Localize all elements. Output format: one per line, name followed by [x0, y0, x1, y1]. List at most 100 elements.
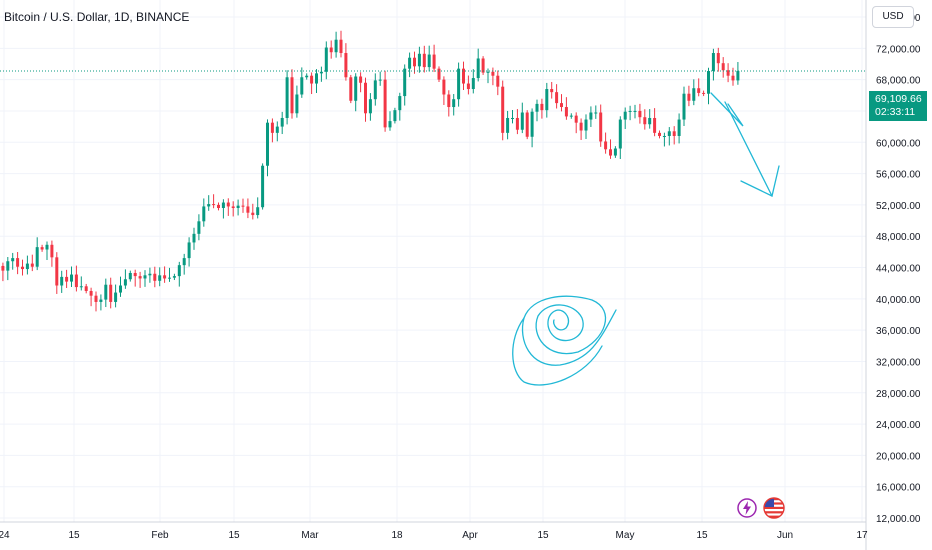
candle	[133, 269, 137, 287]
us-flag-icon[interactable]	[763, 497, 785, 519]
candle	[270, 118, 274, 143]
candle	[70, 266, 73, 287]
candle	[123, 269, 127, 289]
candle	[476, 48, 480, 82]
candle	[535, 99, 539, 122]
candle	[202, 198, 206, 227]
candle	[153, 266, 157, 288]
time-tick-label: 18	[391, 530, 403, 541]
candle	[226, 198, 230, 216]
candle	[579, 118, 583, 140]
price-tick-label: 56,000.00	[876, 170, 921, 181]
candle	[30, 254, 34, 272]
candle	[457, 62, 461, 107]
candle	[623, 107, 627, 130]
candle	[604, 132, 608, 154]
candle	[520, 102, 524, 134]
candle	[339, 30, 343, 58]
candle	[285, 70, 289, 125]
price-tick-label: 16,000.00	[876, 483, 921, 494]
price-tick-label: 36,000.00	[876, 326, 921, 337]
time-tick-label: Apr	[462, 530, 478, 541]
candle	[658, 130, 661, 139]
candle	[711, 48, 715, 81]
candle	[682, 86, 686, 126]
wedge-drawing	[710, 92, 744, 127]
candle	[540, 98, 544, 119]
candle	[1, 262, 5, 282]
price-tick-label: 60,000.00	[876, 138, 921, 149]
candle	[65, 269, 69, 289]
candle	[393, 107, 397, 124]
candle	[560, 94, 563, 112]
candle	[275, 121, 279, 142]
candle	[300, 67, 304, 98]
candle	[89, 287, 93, 307]
currency-button[interactable]: USD	[872, 6, 914, 28]
lightning-icon[interactable]	[737, 498, 757, 518]
candle	[221, 199, 225, 219]
candle	[16, 252, 20, 275]
candle	[324, 41, 328, 80]
candle	[143, 270, 147, 287]
time-tick-label: 24	[0, 530, 10, 541]
candle	[256, 197, 260, 219]
candle	[114, 284, 118, 308]
time-tick-label: Mar	[301, 530, 319, 541]
candle	[334, 31, 338, 58]
chart-title: Bitcoin / U.S. Dollar, 1D, BINANCE	[4, 10, 190, 24]
candle	[462, 61, 465, 90]
candle	[128, 270, 132, 282]
price-tick-label: 40,000.00	[876, 295, 921, 306]
candle	[672, 126, 676, 145]
candle	[662, 132, 666, 147]
candle	[452, 94, 456, 116]
candle	[84, 283, 88, 294]
candle	[315, 69, 318, 94]
candle	[628, 105, 632, 121]
candle	[427, 45, 431, 72]
candle	[506, 110, 510, 140]
candle	[584, 114, 588, 139]
price-tick-label: 32,000.00	[876, 357, 921, 368]
candle	[290, 69, 294, 119]
candle	[599, 104, 603, 147]
candle	[119, 276, 122, 297]
candle	[104, 278, 108, 308]
candle	[388, 111, 392, 131]
candle	[697, 78, 701, 97]
candle	[736, 62, 740, 85]
candle	[192, 227, 196, 250]
time-tick-label: 15	[537, 530, 549, 541]
time-tick-label: 15	[696, 530, 708, 541]
candle	[432, 44, 436, 73]
candle	[295, 85, 299, 118]
forecast-arrow-line	[724, 101, 773, 197]
candle	[109, 277, 113, 309]
candle	[398, 92, 402, 121]
candle	[501, 80, 505, 141]
candle	[677, 113, 681, 144]
candle	[148, 267, 152, 283]
candle	[496, 70, 500, 96]
candle	[207, 195, 211, 211]
candle	[50, 240, 54, 267]
candle	[466, 75, 470, 95]
candle	[648, 109, 652, 129]
candle	[344, 43, 348, 81]
candle	[349, 74, 353, 104]
time-tick-label: May	[616, 530, 635, 541]
candle	[486, 68, 490, 84]
candle	[574, 112, 578, 134]
price-tick-label: 48,000.00	[876, 232, 921, 243]
candle	[231, 201, 235, 217]
candle	[364, 77, 367, 122]
candle	[447, 90, 451, 117]
candle	[138, 271, 142, 288]
candle	[319, 66, 323, 82]
candle	[241, 198, 245, 213]
candle	[329, 40, 333, 59]
candle	[515, 109, 519, 135]
candle	[266, 119, 269, 177]
